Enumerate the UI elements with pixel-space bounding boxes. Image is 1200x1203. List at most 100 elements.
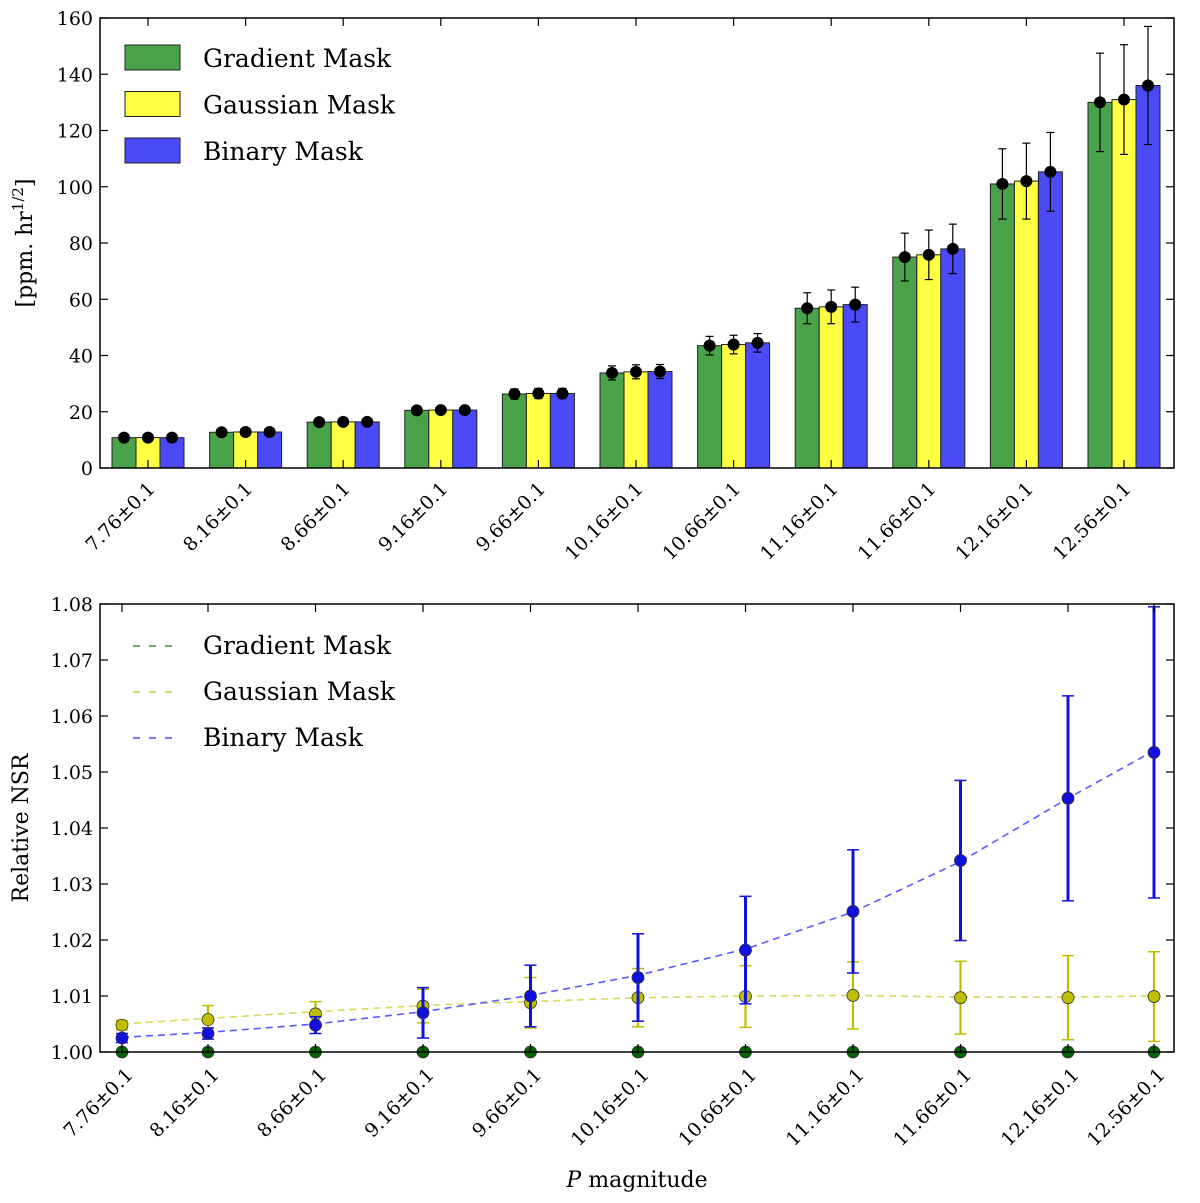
y-tick-label: 100: [57, 177, 93, 199]
line-chart: 1.00 1.01 1.02 1.03 1.04 1.05 1.06 1.07 1.08 7.7…: [9, 594, 1175, 1193]
x-tick-label: 8.16±0.1: [179, 478, 257, 556]
line-chart-legend: Gradient Mask Gaussian Mask Binary Mask: [133, 631, 396, 752]
point-gradient-mask-1: [215, 426, 228, 439]
x-tick-label: 10.16±0.1: [567, 1064, 654, 1151]
point-binary-mask-3: [458, 404, 471, 417]
point-binary-mask-7: [849, 298, 862, 311]
legend-label-gradient-mask: Gradient Mask: [203, 44, 392, 73]
point-gradient-mask-0: [118, 431, 130, 444]
y-tick-label: 160: [57, 8, 93, 30]
point-gaussian-mask-2: [337, 415, 350, 428]
point-gaussian-mask-1: [239, 426, 252, 438]
bar-chart: 0 20 40 60 80 100 120 140 160 7.76±0.1 8.16±0.1 8.…: [9, 8, 1175, 565]
y-tick-label: 1.04: [51, 818, 93, 840]
point-binary-mask-1: [263, 426, 276, 438]
legend-label-gaussian-mask: Gaussian Mask: [203, 91, 396, 120]
y-tick-label: 40: [69, 346, 93, 368]
x-tick-label: 9.16±0.1: [374, 478, 452, 556]
point-gradient-mask-9: [996, 177, 1009, 190]
point-gaussian-mask-3: [434, 404, 447, 417]
bar-binary-mask-4: [549, 392, 575, 469]
y-label-base: [ppm. hr: [13, 211, 38, 308]
x-label-italic: P: [565, 1168, 582, 1193]
bar-gradient-mask-4: [501, 393, 527, 469]
point-gaussian-mask-5: [630, 365, 642, 378]
y-tick-label: 80: [69, 233, 93, 255]
point-binary-mask-8: [946, 242, 959, 255]
x-tick-label: 11.16±0.1: [756, 478, 843, 565]
y-tick-label: 1.00: [51, 1042, 93, 1064]
x-tick-label: 11.66±0.1: [889, 1064, 976, 1151]
bar-gaussian-mask-5: [623, 371, 649, 469]
point-binary-mask-4: [524, 989, 537, 1003]
y-tick-label: 1.01: [51, 986, 93, 1008]
point-binary-mask-8: [954, 854, 967, 867]
x-tick-label: 10.66±0.1: [658, 478, 745, 565]
point-gaussian-mask-0: [142, 431, 154, 444]
point-gaussian-mask-8: [954, 991, 967, 1005]
y-tick-label: 1.07: [51, 650, 93, 672]
point-binary-mask-9: [1044, 165, 1057, 178]
bar-chart-y-label: [ppm. hr1/2]: [9, 178, 38, 307]
point-binary-mask-4: [556, 387, 569, 400]
bar-gradient-mask-7: [794, 307, 820, 469]
bar-gaussian-mask-7: [818, 306, 844, 469]
point-binary-mask-1: [201, 1027, 215, 1040]
bar-binary-mask-6: [745, 342, 771, 469]
bar-chart-marks: [111, 25, 1161, 469]
legend-swatch-gradient-mask: [124, 44, 181, 71]
bar-gaussian-mask-4: [525, 392, 551, 469]
legend-label-binary-mask: Binary Mask: [203, 137, 364, 166]
x-tick-label: 8.16±0.1: [145, 1064, 223, 1142]
point-gaussian-mask-7: [825, 300, 838, 313]
line-chart-y-label: Relative NSR: [9, 752, 34, 902]
point-binary-mask-5: [654, 365, 666, 378]
x-tick-label: 12.16±0.1: [951, 478, 1038, 565]
x-tick-label: 9.16±0.1: [360, 1064, 438, 1142]
point-gaussian-mask-10: [1118, 93, 1130, 106]
point-binary-mask-6: [751, 336, 764, 349]
point-gradient-mask-6: [703, 339, 716, 352]
y-tick-label: 1.02: [51, 930, 93, 952]
bar-binary-mask-8: [940, 248, 966, 469]
point-gaussian-mask-9: [1061, 991, 1075, 1005]
point-binary-mask-0: [115, 1031, 129, 1045]
y-tick-label: 60: [69, 289, 93, 311]
point-gaussian-mask-1: [201, 1013, 215, 1026]
legend-swatch-binary-mask: [124, 137, 181, 164]
point-gaussian-mask-0: [115, 1018, 129, 1032]
point-binary-mask-10: [1147, 746, 1161, 759]
point-binary-mask-9: [1061, 791, 1075, 805]
y-label-close: ]: [13, 178, 38, 187]
point-gaussian-mask-6: [727, 338, 740, 351]
bar-gradient-mask-3: [404, 409, 430, 469]
line-chart-marks: [115, 606, 1161, 1059]
bar-gradient-mask-9: [989, 183, 1015, 469]
point-binary-mask-2: [309, 1018, 322, 1032]
y-tick-label: 0: [81, 458, 93, 480]
x-tick-label: 9.66±0.1: [468, 1064, 546, 1142]
line-chart-y-ticks: 1.00 1.01 1.02 1.03 1.04 1.05 1.06 1.07 1.08: [51, 594, 1174, 1064]
bar-gradient-mask-8: [892, 256, 918, 469]
bar-chart-legend: Gradient Mask Gaussian Mask Binary Mask: [124, 44, 396, 166]
point-binary-mask-3: [416, 1006, 430, 1020]
bar-binary-mask-9: [1037, 171, 1063, 469]
legend-swatch-gaussian-mask: [124, 91, 181, 117]
x-tick-label: 10.16±0.1: [561, 478, 648, 565]
x-tick-label: 8.66±0.1: [253, 1064, 331, 1142]
x-tick-label: 7.76±0.1: [81, 478, 159, 556]
legend-label-gaussian-mask: Gaussian Mask: [203, 677, 396, 706]
point-gaussian-mask-10: [1147, 990, 1161, 1003]
y-tick-label: 120: [57, 121, 93, 143]
line-chart-x-label: P magnitude: [565, 1168, 707, 1193]
point-binary-mask-10: [1142, 79, 1154, 92]
point-binary-mask-5: [631, 971, 645, 984]
bar-gradient-mask-2: [306, 421, 332, 469]
y-tick-label: 1.03: [51, 874, 93, 896]
bar-gradient-mask-5: [599, 372, 625, 469]
point-gradient-mask-4: [508, 388, 521, 401]
point-gradient-mask-5: [606, 366, 618, 379]
x-tick-label: 12.16±0.1: [997, 1064, 1084, 1151]
x-label-rest: magnitude: [581, 1168, 707, 1193]
